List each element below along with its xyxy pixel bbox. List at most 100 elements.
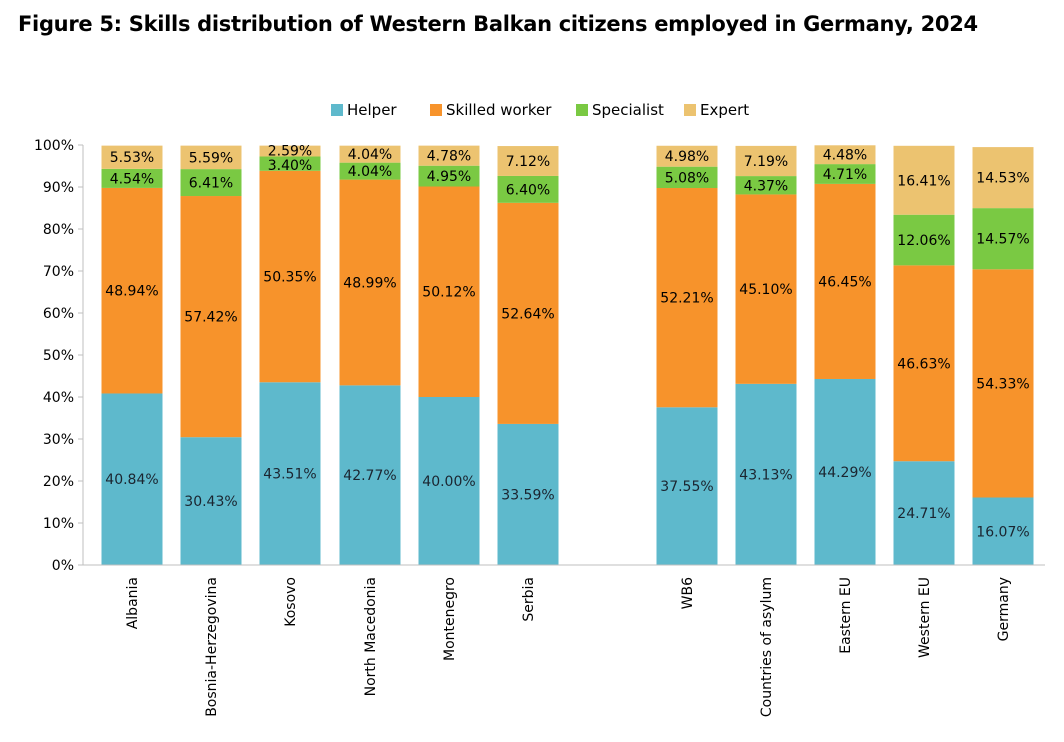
bar-segment-expert xyxy=(893,145,955,215)
y-tick-label: 20% xyxy=(43,474,74,490)
legend-item: Specialist xyxy=(576,101,664,119)
bar-segment-skilled-worker xyxy=(418,186,480,397)
bar-stack: 37.55% 52.21% 5.08% 4.98% xyxy=(656,145,718,565)
bar-segment-expert xyxy=(656,145,718,167)
y-axis: 0% 10% 20% 30% 40% 50% 60% 70% 80% 90% 100% xyxy=(34,138,84,574)
bar-segment-specialist xyxy=(893,214,955,266)
bar-stack: 16.07% 54.33% 14.57% 14.53% xyxy=(972,147,1034,565)
category-label: WB6 xyxy=(680,577,696,609)
data-label: 7.19% xyxy=(744,154,788,170)
bar-stack: 42.77% 48.99% 4.04%4.04% xyxy=(339,145,401,565)
data-label: 4.54% xyxy=(110,171,154,187)
data-label: 5.53% xyxy=(110,150,154,166)
data-label: 33.59% xyxy=(501,487,554,503)
category-label: Serbia xyxy=(521,577,537,622)
bar-stack: 43.51% 50.35% 3.40%2.59% xyxy=(259,144,321,565)
data-label: 2.59% xyxy=(268,144,312,160)
legend: Helper Skilled worker Specialist Expert xyxy=(331,101,749,119)
legend-item: Expert xyxy=(684,101,749,119)
y-tick-label: 60% xyxy=(43,306,74,322)
bar-segment-specialist xyxy=(497,175,559,203)
data-label: 48.94% xyxy=(105,284,158,300)
data-label: 44.29% xyxy=(818,465,871,481)
bar-segment-helper xyxy=(893,461,955,565)
bar-segment-helper xyxy=(497,423,559,565)
category-label: North Macedonia xyxy=(363,577,379,696)
bar-stack: 40.84% 48.94% 4.54% 5.53% xyxy=(101,145,163,565)
category-label: Germany xyxy=(996,577,1012,641)
bar-segment-skilled-worker xyxy=(259,170,321,383)
bar-segment-specialist xyxy=(339,162,401,180)
legend-label: Helper xyxy=(347,101,397,119)
data-label: 14.57% xyxy=(976,232,1029,248)
data-label: 45.10% xyxy=(739,282,792,298)
bar-segment-skilled-worker xyxy=(735,194,797,384)
bar-stack: 40.00% 50.12% 4.95% 4.78% xyxy=(418,145,480,565)
y-tick-label: 80% xyxy=(43,222,74,238)
bar-segment-expert xyxy=(814,145,876,165)
bar-segment-specialist xyxy=(418,165,480,187)
data-label: 52.64% xyxy=(501,306,554,322)
bar-segment-specialist xyxy=(735,176,797,195)
bar-segment-specialist xyxy=(180,169,242,197)
data-label: 3.40% xyxy=(268,158,312,174)
legend-label: Specialist xyxy=(592,101,664,119)
data-label: 4.48% xyxy=(823,148,867,164)
y-tick-label: 10% xyxy=(43,516,74,532)
x-axis: Albania Bosnia-Herzegovina Kosovo North Mac… xyxy=(83,564,1045,717)
data-label: 46.63% xyxy=(897,356,950,372)
data-label: 30.43% xyxy=(184,494,237,510)
bar-segment-helper xyxy=(972,497,1034,565)
legend-label: Expert xyxy=(700,101,749,119)
bar-segment-specialist xyxy=(259,156,321,171)
y-tick-label: 100% xyxy=(34,138,74,154)
bar-stack: 33.59% 52.64% 6.40% 7.12% xyxy=(497,146,559,565)
category-label: Western EU xyxy=(917,577,933,658)
y-tick-label: 40% xyxy=(43,390,74,406)
y-tick-label: 30% xyxy=(43,432,74,448)
bar-segment-specialist xyxy=(814,164,876,184)
category-label: Kosovo xyxy=(283,577,299,627)
bar-stack: 24.71% 46.63% 12.06% 16.41% xyxy=(893,145,955,565)
bar-segment-helper xyxy=(180,437,242,565)
data-label: 4.37% xyxy=(744,178,788,194)
bar-segment-expert xyxy=(259,145,321,157)
data-label: 50.35% xyxy=(263,270,316,286)
y-tick-label: 0% xyxy=(52,558,74,574)
data-label: 42.77% xyxy=(343,468,396,484)
bar-segment-helper xyxy=(339,385,401,565)
bar-segment-expert xyxy=(497,146,559,176)
chart-title: Figure 5: Skills distribution of Western… xyxy=(18,12,978,36)
bar-segment-expert xyxy=(972,147,1034,209)
data-label: 7.12% xyxy=(506,154,550,170)
data-label: 48.99% xyxy=(343,275,396,291)
legend-label: Skilled worker xyxy=(446,101,552,119)
data-label: 12.06% xyxy=(897,233,950,249)
data-label: 50.12% xyxy=(422,285,475,301)
category-label: Bosnia-Herzegovina xyxy=(204,577,220,717)
bar-segment-expert xyxy=(101,145,163,169)
data-label: 6.41% xyxy=(189,176,233,192)
data-label: 57.42% xyxy=(184,310,237,326)
data-label: 5.59% xyxy=(189,150,233,166)
legend-swatch xyxy=(331,104,343,116)
data-label: 5.08% xyxy=(665,170,709,186)
bar-segment-skilled-worker xyxy=(814,183,876,379)
bar-stack: 44.29% 46.45% 4.71% 4.48% xyxy=(814,145,876,565)
bar-segment-skilled-worker xyxy=(656,188,718,408)
bar-segment-helper xyxy=(814,378,876,565)
bar-segment-helper xyxy=(656,407,718,565)
legend-swatch xyxy=(430,104,442,116)
data-label: 4.04% xyxy=(348,164,392,180)
data-label: 16.07% xyxy=(976,524,1029,540)
legend-item: Skilled worker xyxy=(430,101,552,119)
data-label: 4.04% xyxy=(348,147,392,163)
bar-segment-expert xyxy=(180,145,242,170)
data-label: 4.78% xyxy=(427,149,471,165)
bar-segment-expert xyxy=(418,145,480,166)
bar-segment-helper xyxy=(101,393,163,565)
y-tick-label: 90% xyxy=(43,180,74,196)
bar-segment-specialist xyxy=(972,208,1034,270)
bar-segment-skilled-worker xyxy=(972,269,1034,498)
